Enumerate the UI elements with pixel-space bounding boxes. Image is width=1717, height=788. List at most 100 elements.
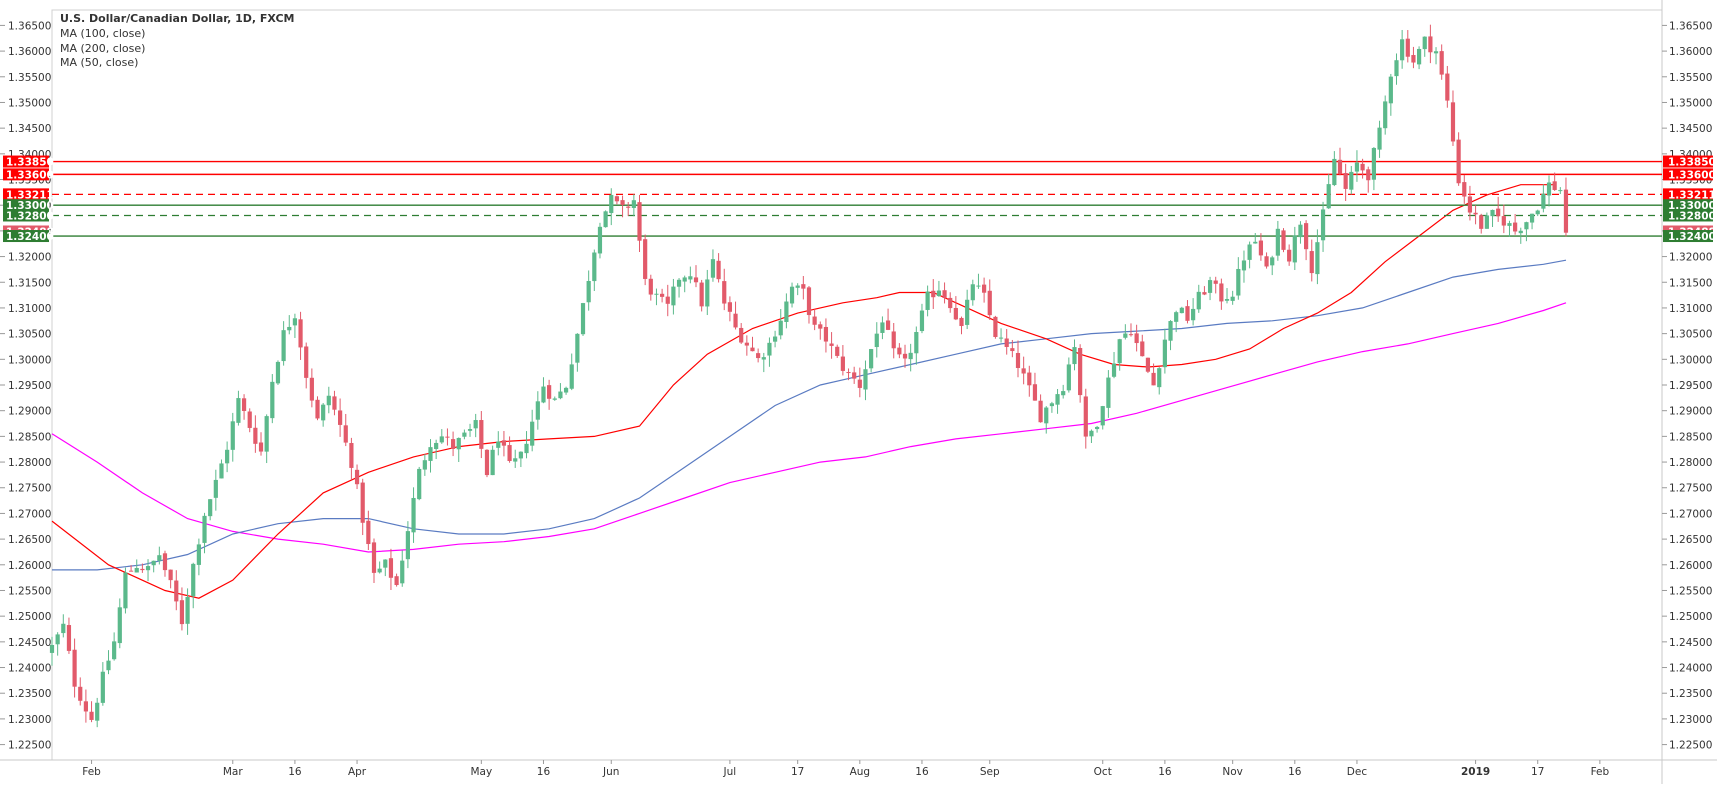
- y-tick-label-left: 1.27000: [8, 508, 51, 520]
- y-tick-label-left: 1.36500: [8, 20, 51, 32]
- candle-body: [400, 560, 405, 584]
- candle-body: [942, 290, 947, 299]
- candle-body: [1270, 257, 1275, 266]
- candle: [789, 282, 795, 308]
- candle: [377, 561, 382, 574]
- candle-body: [1258, 240, 1264, 256]
- horizontal-levels: [52, 160, 1662, 237]
- candle-body: [371, 542, 377, 573]
- y-tick-label: 1.31000: [1669, 303, 1712, 315]
- candle: [270, 374, 275, 424]
- candle-body: [185, 597, 190, 624]
- candle: [1518, 227, 1523, 244]
- candle-body: [196, 544, 201, 565]
- x-axis[interactable]: Feb Mar 16 Apr May 16 Jun Jul 17 Aug 16 Sep Oct 16 Nov…: [0, 759, 1717, 778]
- candle: [1360, 158, 1365, 179]
- candle-body: [908, 352, 913, 360]
- candle: [1015, 340, 1021, 378]
- candle-body: [756, 353, 761, 359]
- candle: [1247, 241, 1252, 269]
- candle-body: [699, 282, 704, 307]
- y-tick-label-left: 1.30500: [8, 329, 51, 341]
- candle: [1157, 367, 1162, 395]
- candle-body: [597, 226, 603, 254]
- candle: [699, 279, 704, 312]
- candle-body: [1179, 307, 1184, 314]
- candle: [1258, 233, 1264, 261]
- candle: [660, 288, 665, 303]
- candle: [1320, 201, 1326, 252]
- candle-body: [1400, 39, 1405, 61]
- y-tick-label-left: 1.35000: [8, 97, 51, 109]
- candle-body: [1174, 312, 1179, 322]
- candle-body: [1049, 403, 1054, 407]
- candle: [287, 315, 292, 335]
- candle-body: [722, 281, 727, 304]
- candle-body: [852, 372, 857, 379]
- candle-body: [1253, 241, 1258, 244]
- candle: [1304, 220, 1309, 261]
- candle: [727, 296, 732, 322]
- x-tick-label: Aug: [850, 766, 871, 778]
- x-tick-label: Jul: [723, 766, 737, 778]
- candle: [931, 279, 936, 309]
- candle-body: [761, 357, 766, 360]
- candle-body: [140, 568, 145, 571]
- candle: [1377, 120, 1382, 158]
- candle: [637, 194, 642, 252]
- candle-body: [626, 206, 631, 208]
- candle: [643, 234, 648, 286]
- candle: [592, 249, 597, 292]
- candle: [1349, 165, 1354, 195]
- candle: [428, 439, 433, 473]
- candle: [162, 550, 168, 577]
- candle: [394, 573, 399, 587]
- y-tick-label: 1.25500: [1669, 585, 1712, 597]
- candle-body: [693, 277, 699, 283]
- candle: [1462, 174, 1467, 204]
- candle: [1151, 363, 1156, 386]
- candle-body: [1371, 147, 1376, 180]
- candle: [716, 253, 721, 283]
- candle-body: [660, 293, 665, 297]
- candle-body: [445, 436, 450, 438]
- candle: [247, 408, 252, 433]
- candle: [321, 402, 326, 427]
- candle-body: [1292, 235, 1297, 263]
- y-axis[interactable]: 1.22500 1.22500 1.23000 1.23000 1.23500 1.235…: [0, 20, 1712, 752]
- candle-body: [1479, 215, 1484, 229]
- candle: [620, 195, 625, 218]
- candle-body: [1145, 357, 1151, 372]
- candle-body: [925, 291, 930, 310]
- candle-body: [580, 303, 586, 335]
- candle-body: [620, 200, 625, 205]
- candle-body: [394, 576, 399, 586]
- y-tick-label-left: 1.28000: [8, 457, 51, 469]
- candle-body: [970, 284, 975, 301]
- candle-body: [270, 381, 275, 419]
- candle: [823, 318, 829, 353]
- candle-body: [1552, 181, 1557, 190]
- candle-body: [1004, 338, 1009, 347]
- candle: [55, 632, 60, 656]
- candle-body: [1524, 222, 1529, 230]
- candle: [1394, 53, 1399, 85]
- candle-body: [95, 702, 100, 721]
- x-tick-label: Nov: [1222, 766, 1243, 778]
- candle-body: [1015, 352, 1021, 368]
- candle: [840, 345, 845, 376]
- candle: [891, 322, 896, 359]
- candle: [157, 546, 162, 565]
- candle: [1066, 357, 1071, 393]
- candle-body: [61, 623, 66, 634]
- candle: [1055, 388, 1060, 414]
- y-tick-label: 1.24500: [1669, 637, 1712, 649]
- price-badges: 1.338501.338501.336001.336001.332111.332…: [3, 155, 1716, 243]
- candle-body: [388, 558, 394, 578]
- price-badge-left: [3, 168, 49, 181]
- y-tick-label: 1.22500: [1669, 740, 1712, 752]
- candle: [1405, 30, 1410, 63]
- x-tick-label: 16: [915, 766, 929, 778]
- candle: [693, 265, 699, 288]
- x-tick-label: 17: [791, 766, 804, 778]
